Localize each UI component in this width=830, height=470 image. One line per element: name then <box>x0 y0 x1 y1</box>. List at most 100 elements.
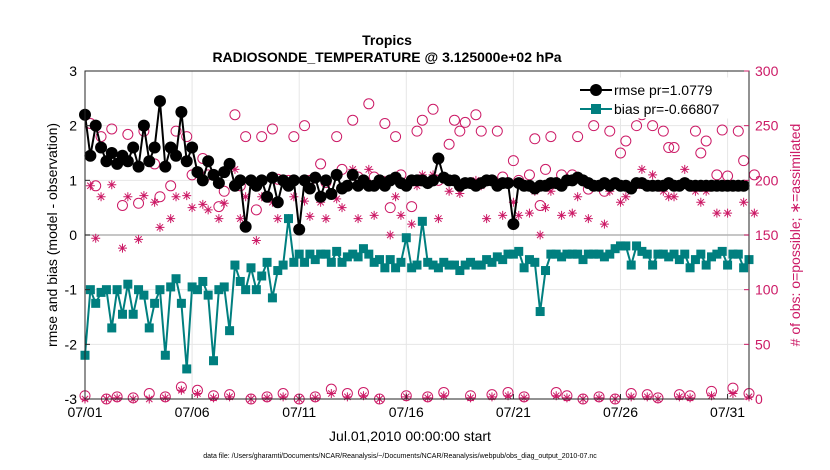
bias-point <box>364 249 374 259</box>
bias-point <box>449 260 459 270</box>
bias-point <box>594 249 604 259</box>
rmse-point <box>271 196 284 209</box>
possible-point <box>379 117 391 129</box>
assimilated-point <box>508 197 518 207</box>
series-bias <box>80 214 754 374</box>
assimilated-point <box>326 389 336 399</box>
rmse-point <box>170 149 183 162</box>
possible-point <box>443 138 455 150</box>
x-tick-label: 07/26 <box>603 404 638 420</box>
rmse-point <box>186 141 199 154</box>
bias-point <box>423 257 433 267</box>
bias-point <box>353 252 363 262</box>
assimilated-point <box>439 391 449 401</box>
assimilated-point <box>739 197 749 207</box>
assimilated-point <box>353 214 363 224</box>
assimilated-point <box>358 391 368 401</box>
assimilated-point <box>664 192 674 202</box>
bias-point <box>519 263 529 273</box>
assimilated-point <box>674 392 684 402</box>
assimilated-point <box>396 210 406 220</box>
bias-point <box>514 246 524 256</box>
rmse-point <box>202 155 215 168</box>
bias-point <box>235 276 245 286</box>
possible-point <box>588 120 600 132</box>
possible-point <box>154 191 166 203</box>
bias-point <box>123 279 133 289</box>
bias-point <box>701 260 711 270</box>
legend-box <box>576 77 744 119</box>
rmse-point <box>132 160 145 173</box>
bias-point <box>637 246 647 256</box>
bias-point <box>380 263 390 273</box>
assimilated-point <box>621 192 631 202</box>
assimilated-point <box>541 203 551 213</box>
y-tick-label: -1 <box>65 282 78 298</box>
assimilated-point <box>557 210 567 220</box>
series-rmse <box>79 95 750 236</box>
assimilated-point <box>369 210 379 220</box>
y-tick-label: -3 <box>65 391 78 407</box>
bias-point <box>294 249 304 259</box>
rmse-point <box>95 141 108 154</box>
assimilated-point <box>535 230 545 240</box>
rmse-point <box>293 223 306 236</box>
rmse-point <box>84 149 97 162</box>
rmse-point <box>121 155 134 168</box>
rmse-point <box>239 220 252 233</box>
possible-point <box>122 128 134 140</box>
rmse-point <box>212 177 225 190</box>
bias-point <box>134 285 144 295</box>
assimilated-point <box>187 203 197 213</box>
bias-point <box>139 290 149 300</box>
possible-point <box>411 125 423 137</box>
rmse-point <box>266 171 279 184</box>
rmse-point <box>234 174 247 187</box>
assimilated-point <box>273 214 283 224</box>
assimilated-point <box>262 393 272 403</box>
assimilated-point <box>198 199 208 209</box>
bias-point <box>541 266 551 276</box>
y-tick-label: -2 <box>65 336 78 352</box>
bias-point <box>321 249 331 259</box>
bias-point <box>192 285 202 295</box>
assimilated-point <box>551 391 561 401</box>
assimilated-point <box>391 192 401 202</box>
bias-point <box>407 263 417 273</box>
bias-point <box>433 263 443 273</box>
bias-point <box>599 252 609 262</box>
bias-point <box>466 257 476 267</box>
bias-point <box>658 249 668 259</box>
bias-point <box>262 257 272 267</box>
y-right-tick-label: 100 <box>755 282 779 298</box>
bias-point <box>117 309 127 319</box>
bias-point <box>471 260 481 270</box>
bias-point <box>417 216 427 226</box>
assimilated-point <box>155 222 165 232</box>
bias-point <box>337 257 347 267</box>
bias-point <box>717 246 727 256</box>
bias-point <box>707 252 717 262</box>
bias-point <box>589 249 599 259</box>
bias-point <box>712 249 722 259</box>
bias-point <box>733 249 743 259</box>
assimilated-point <box>385 230 395 240</box>
assimilated-point <box>112 393 122 403</box>
assimilated-point <box>337 203 347 213</box>
bias-point <box>669 249 679 259</box>
assimilated-point <box>407 219 417 229</box>
bias-point <box>176 298 186 308</box>
bias-point <box>369 257 379 267</box>
rmse-point <box>89 119 102 132</box>
y-right-tick-label: 0 <box>755 391 763 407</box>
possible-point <box>491 125 503 137</box>
bias-point <box>316 249 326 259</box>
assimilated-point <box>642 392 652 402</box>
y-right-tick-label: 250 <box>755 118 779 134</box>
assimilated-point <box>648 170 658 180</box>
bias-point <box>642 249 652 259</box>
assimilated-point <box>498 210 508 220</box>
bias-point <box>610 244 620 254</box>
possible-point <box>181 131 193 143</box>
chart-subtitle: RADIOSONDE_TEMPERATURE @ 3.125000e+02 hP… <box>212 49 561 65</box>
